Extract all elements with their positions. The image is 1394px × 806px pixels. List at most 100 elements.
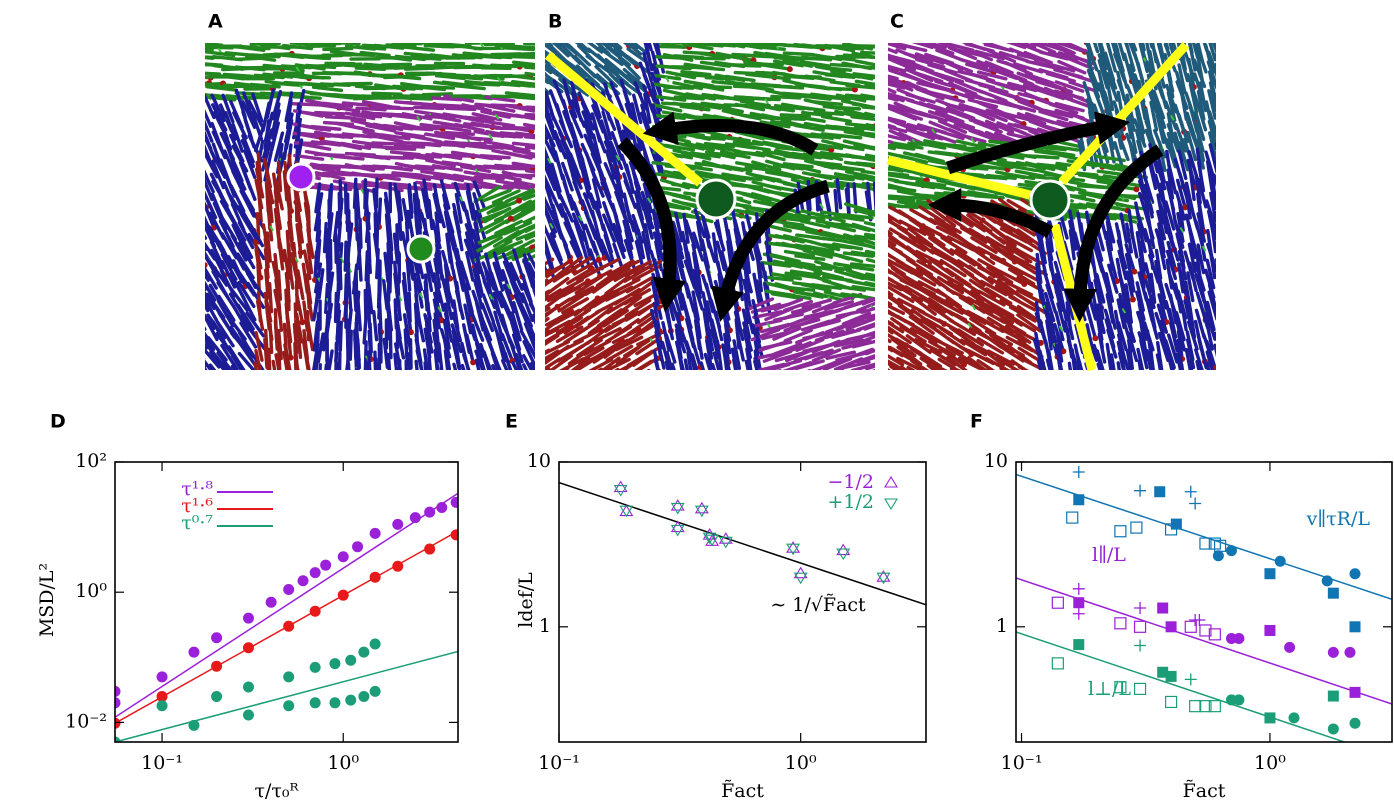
rod — [875, 189, 879, 217]
rod — [746, 34, 774, 35]
rod — [663, 32, 691, 34]
rod — [1215, 132, 1224, 159]
rod — [696, 67, 724, 69]
rod-head — [882, 163, 888, 169]
rod-head — [441, 31, 447, 37]
rod — [298, 329, 300, 357]
x-axis-label: F̃act — [721, 780, 764, 802]
rod-head — [939, 381, 945, 387]
rod — [1050, 32, 1077, 39]
plot-frame — [115, 462, 458, 742]
rod — [655, 34, 683, 37]
rod — [404, 98, 432, 99]
marker — [1052, 597, 1063, 608]
marker — [211, 661, 222, 672]
marker — [1350, 621, 1361, 632]
rod-head — [1221, 267, 1227, 273]
rod — [447, 108, 475, 109]
marker — [1350, 687, 1361, 698]
marker — [157, 700, 168, 711]
rod — [1218, 251, 1223, 279]
rod-head — [508, 216, 514, 222]
bond — [787, 36, 790, 41]
rod — [1067, 33, 1094, 40]
rod — [365, 33, 393, 34]
rod — [265, 339, 267, 367]
rod-head — [878, 96, 884, 102]
marker — [266, 597, 277, 608]
bond — [558, 36, 561, 41]
rod — [1216, 260, 1225, 287]
rod — [588, 370, 611, 387]
y-axis-label: MSD/L² — [36, 563, 58, 637]
rod — [283, 34, 311, 36]
marker — [1134, 602, 1146, 614]
marker — [243, 681, 254, 692]
rod — [307, 46, 335, 47]
marker — [1185, 673, 1197, 685]
rod — [535, 321, 546, 347]
marker — [1328, 647, 1339, 658]
rod — [505, 34, 533, 37]
line-label: v∥τR/L — [1306, 508, 1371, 530]
rod — [1035, 34, 1062, 42]
rod — [1219, 325, 1226, 352]
rod — [462, 35, 490, 39]
rod-head — [787, 66, 793, 72]
rod — [956, 34, 983, 41]
rod — [235, 36, 263, 38]
rod — [392, 76, 420, 78]
marker — [1131, 522, 1142, 533]
marker — [1289, 712, 1300, 723]
rod — [316, 113, 344, 114]
rod — [195, 84, 223, 85]
line-label: l∥/L — [1092, 544, 1126, 566]
marker — [1115, 618, 1126, 629]
marker — [1233, 633, 1244, 644]
marker — [188, 720, 199, 731]
marker — [370, 572, 381, 583]
marker — [1166, 621, 1177, 632]
rod — [426, 87, 454, 88]
rod — [535, 244, 545, 270]
legend-marker — [885, 499, 897, 509]
marker — [1073, 608, 1085, 620]
marker — [283, 700, 294, 711]
rod — [349, 281, 351, 309]
rod — [359, 252, 361, 280]
rod — [595, 370, 618, 386]
marker — [283, 584, 294, 595]
fit-line — [1016, 474, 1392, 599]
rod-head — [567, 324, 573, 330]
rod — [577, 25, 599, 42]
marker — [1264, 568, 1275, 579]
rod — [354, 282, 356, 310]
marker — [696, 506, 708, 516]
rod — [568, 370, 593, 382]
marker — [310, 697, 321, 708]
marker — [1328, 588, 1339, 599]
rod-head — [333, 388, 339, 394]
rod-head — [920, 37, 926, 43]
rod — [756, 47, 784, 49]
rod — [265, 38, 293, 39]
rod — [1218, 125, 1224, 152]
rod — [929, 32, 956, 41]
rod — [988, 369, 1011, 385]
rod — [825, 371, 851, 380]
rod — [192, 324, 207, 348]
legend-marker — [885, 477, 897, 487]
marker — [615, 486, 627, 496]
rod — [300, 229, 301, 257]
marker — [243, 709, 254, 720]
rod — [661, 47, 689, 48]
rod — [1008, 29, 1034, 38]
rod — [387, 148, 415, 149]
rod — [191, 214, 206, 238]
line-label: l⊥/L — [1088, 678, 1131, 700]
rod — [314, 37, 342, 39]
rod — [1030, 156, 1058, 158]
marker — [1154, 486, 1165, 497]
rod — [534, 315, 543, 341]
